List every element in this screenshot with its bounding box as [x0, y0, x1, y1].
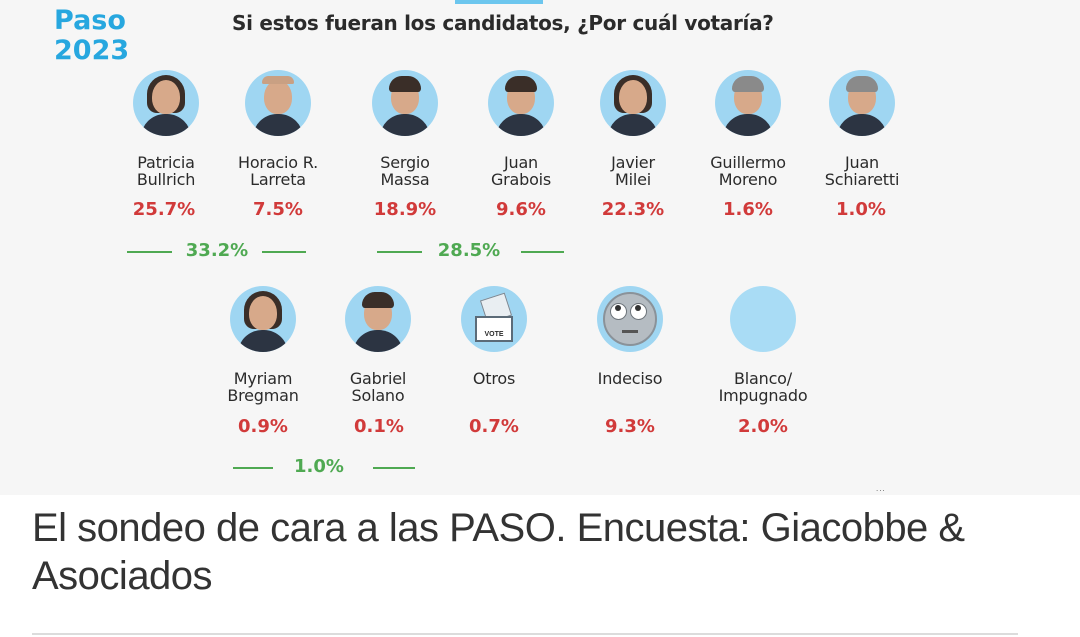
- candidate-photo: [600, 70, 666, 136]
- candidate-photo: [230, 286, 296, 352]
- pct-otros: 0.7%: [469, 416, 519, 437]
- candidate-bregman: Myriam Bregman: [193, 286, 333, 404]
- ballot-box-icon: VOTE: [461, 286, 527, 352]
- pct-solano: 0.1%: [354, 416, 404, 437]
- candidate-bullrich: Patricia Bullrich: [96, 70, 236, 188]
- option-name: Otros: [472, 369, 516, 388]
- total-value: 1.0%: [294, 456, 344, 477]
- option-otros: VOTE Otros: [424, 286, 564, 387]
- candidate-photo: [488, 70, 554, 136]
- candidate-schiaretti: Juan Schiaretti: [792, 70, 932, 188]
- total-line-right: [373, 467, 415, 469]
- total-line-left: [127, 251, 172, 253]
- eye-roll-emoji-icon: [597, 286, 663, 352]
- paso-badge-word: Paso: [54, 5, 126, 36]
- pct-larreta: 7.5%: [253, 199, 303, 220]
- option-name: Blanco/ Impugnado: [718, 369, 808, 405]
- total-line-right: [262, 251, 306, 253]
- candidate-name: Juan Schiaretti: [824, 153, 900, 189]
- pct-schiaretti: 1.0%: [836, 199, 886, 220]
- divider: [32, 633, 1018, 635]
- article-caption[interactable]: El sondeo de cara a las PASO. Encuesta: …: [32, 506, 965, 598]
- coalition-total-jxc: 33.2%: [0, 240, 1080, 262]
- paso-badge-year: 2023: [54, 35, 130, 66]
- poll-infographic: Paso 2023 Si estos fueran los candidatos…: [0, 0, 1080, 493]
- candidate-massa: Sergio Massa: [335, 70, 475, 188]
- coalition-total-fit: 1.0%: [0, 456, 1080, 478]
- top-accent-bar: [455, 0, 543, 4]
- candidate-photo: [245, 70, 311, 136]
- total-line-right: [521, 251, 564, 253]
- candidate-milei: Javier Milei: [563, 70, 703, 188]
- total-line-left: [233, 467, 273, 469]
- candidate-photo: [829, 70, 895, 136]
- paso-badge: Paso 2023: [54, 6, 129, 66]
- total-value: 33.2%: [185, 240, 249, 261]
- candidate-grabois: Juan Grabois: [451, 70, 591, 188]
- candidate-name: Patricia Bullrich: [136, 153, 196, 189]
- pct-massa: 18.9%: [373, 199, 437, 220]
- pct-moreno: 1.6%: [723, 199, 773, 220]
- candidate-photo: [715, 70, 781, 136]
- option-name: Indeciso: [597, 369, 663, 388]
- pct-bregman: 0.9%: [238, 416, 288, 437]
- candidate-photo: [133, 70, 199, 136]
- candidate-name: Myriam Bregman: [227, 369, 299, 405]
- pct-indeciso: 9.3%: [605, 416, 655, 437]
- pct-bullrich: 25.7%: [132, 199, 196, 220]
- candidate-solano: Gabriel Solano: [308, 286, 448, 404]
- candidate-larreta: Horacio R. Larreta: [208, 70, 348, 188]
- option-indeciso: Indeciso: [560, 286, 700, 387]
- pct-blanco: 2.0%: [738, 416, 788, 437]
- source-note: ...: [876, 484, 886, 493]
- candidate-name: Javier Milei: [611, 153, 655, 189]
- candidate-moreno: Guillermo Moreno: [678, 70, 818, 188]
- candidate-name: Gabriel Solano: [349, 369, 407, 405]
- coalition-total-uxp: 28.5%: [0, 240, 1080, 262]
- chart-title: Si estos fueran los candidatos, ¿Por cuá…: [232, 11, 774, 35]
- candidate-name: Guillermo Moreno: [710, 153, 786, 189]
- candidate-name: Juan Grabois: [490, 153, 552, 189]
- candidate-name: Horacio R. Larreta: [238, 153, 318, 189]
- candidate-photo: [372, 70, 438, 136]
- total-line-left: [377, 251, 422, 253]
- pct-grabois: 9.6%: [496, 199, 546, 220]
- blank-circle-icon: [730, 286, 796, 352]
- option-blanco: Blanco/ Impugnado: [693, 286, 833, 404]
- candidate-photo: [345, 286, 411, 352]
- pct-milei: 22.3%: [601, 199, 665, 220]
- total-value: 28.5%: [437, 240, 501, 261]
- candidate-name: Sergio Massa: [380, 153, 430, 189]
